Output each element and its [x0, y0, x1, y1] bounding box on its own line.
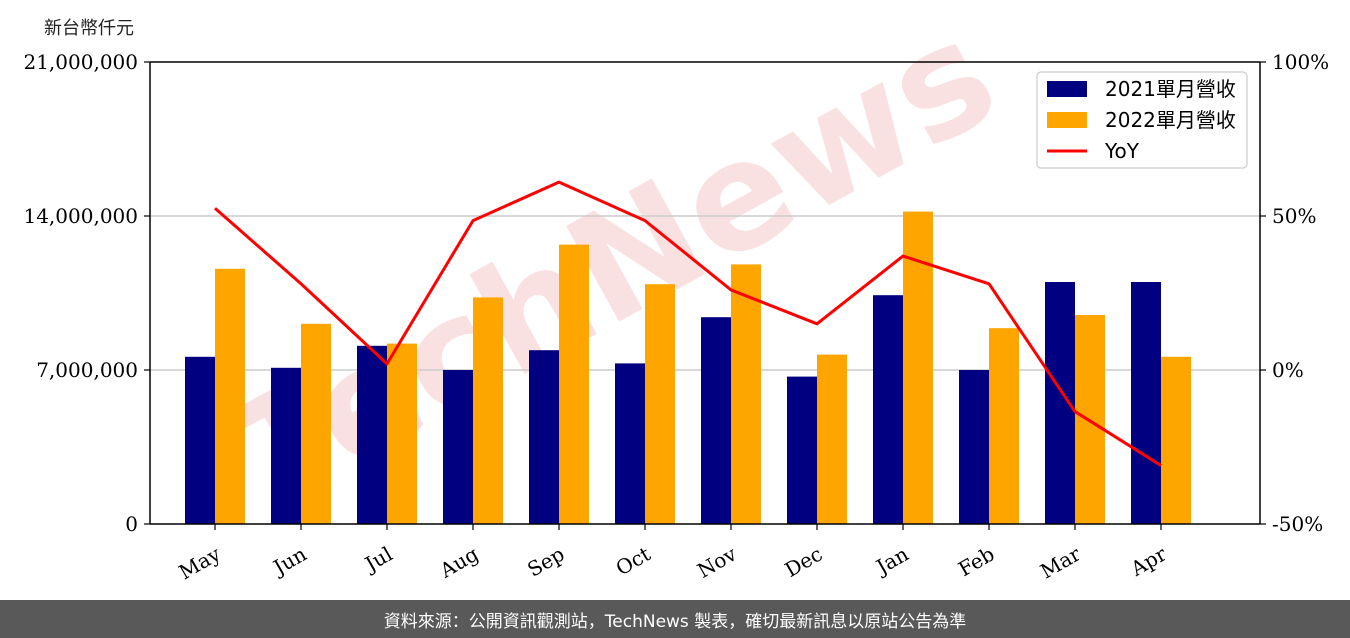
legend-label: 2022單月營收: [1105, 108, 1236, 132]
y-tick-label: 14,000,000: [23, 204, 138, 228]
y-tick-label: 0: [125, 512, 138, 536]
bar-2022-dec: [817, 354, 847, 524]
bar-2021-oct: [615, 363, 645, 524]
bar-2021-may: [185, 356, 215, 524]
x-tick-label: Sep: [523, 542, 568, 582]
yoy-line-group: [214, 180, 1162, 467]
bar-2021-dec: [787, 376, 817, 524]
bar-2022-nov: [731, 264, 761, 524]
y2-tick-label: -50%: [1272, 512, 1323, 536]
y-tick-label: 21,000,000: [23, 50, 138, 74]
bar-2022-apr: [1161, 356, 1191, 524]
footer-source-note: 資料來源：公開資訊觀測站，TechNews 製表，確切最新訊息以原站公告為準: [0, 600, 1350, 638]
bar-2022-sep: [559, 244, 589, 524]
revenue-chart: TechNews 07,000,00014,000,00021,000,000-…: [23, 0, 1329, 584]
y-tick-label: 7,000,000: [36, 358, 138, 382]
x-tick-label: Jan: [870, 542, 912, 580]
x-tick-label: Jul: [359, 542, 396, 577]
bar-2022-feb: [989, 328, 1019, 524]
x-tick-label: May: [175, 541, 225, 584]
bar-2021-jan: [873, 295, 903, 524]
legend-label: 2021單月營收: [1105, 77, 1236, 101]
bar-2021-jun: [271, 367, 301, 524]
y2-tick-label: 50%: [1272, 204, 1316, 228]
bar-2021-sep: [529, 350, 559, 524]
bars-group: [185, 211, 1191, 524]
bar-2022-oct: [645, 284, 675, 524]
bar-2022-jul: [387, 343, 417, 524]
legend: 2021單月營收 2022單月營收 YoY: [1036, 71, 1248, 169]
x-tick-label: Aug: [435, 542, 483, 583]
bar-2022-aug: [473, 297, 503, 524]
bar-2021-aug: [443, 370, 473, 524]
y2-tick-label: 0%: [1272, 358, 1304, 382]
bar-2022-may: [215, 268, 245, 524]
bar-2021-jul: [357, 345, 387, 524]
legend-box: [1036, 71, 1248, 169]
x-tick-label: Jun: [268, 542, 311, 581]
y-axis-title: 新台幣仟元: [44, 18, 134, 39]
x-tick-label: Mar: [1036, 541, 1085, 583]
legend-label: YoY: [1104, 139, 1140, 163]
x-tick-label: Apr: [1126, 541, 1171, 581]
x-tick-label: Feb: [954, 542, 998, 581]
x-tick-label: Oct: [612, 542, 655, 581]
legend-swatch-0: [1047, 81, 1087, 97]
bar-2021-feb: [959, 370, 989, 524]
bar-2021-apr: [1131, 282, 1161, 524]
yoy-line: [214, 180, 1162, 467]
bar-2022-jun: [301, 323, 331, 524]
y2-tick-label: 100%: [1272, 50, 1329, 74]
x-tick-label: Nov: [693, 541, 741, 583]
x-tick-label: Dec: [781, 542, 827, 582]
legend-swatch-1: [1047, 112, 1087, 128]
bar-2021-nov: [701, 317, 731, 524]
